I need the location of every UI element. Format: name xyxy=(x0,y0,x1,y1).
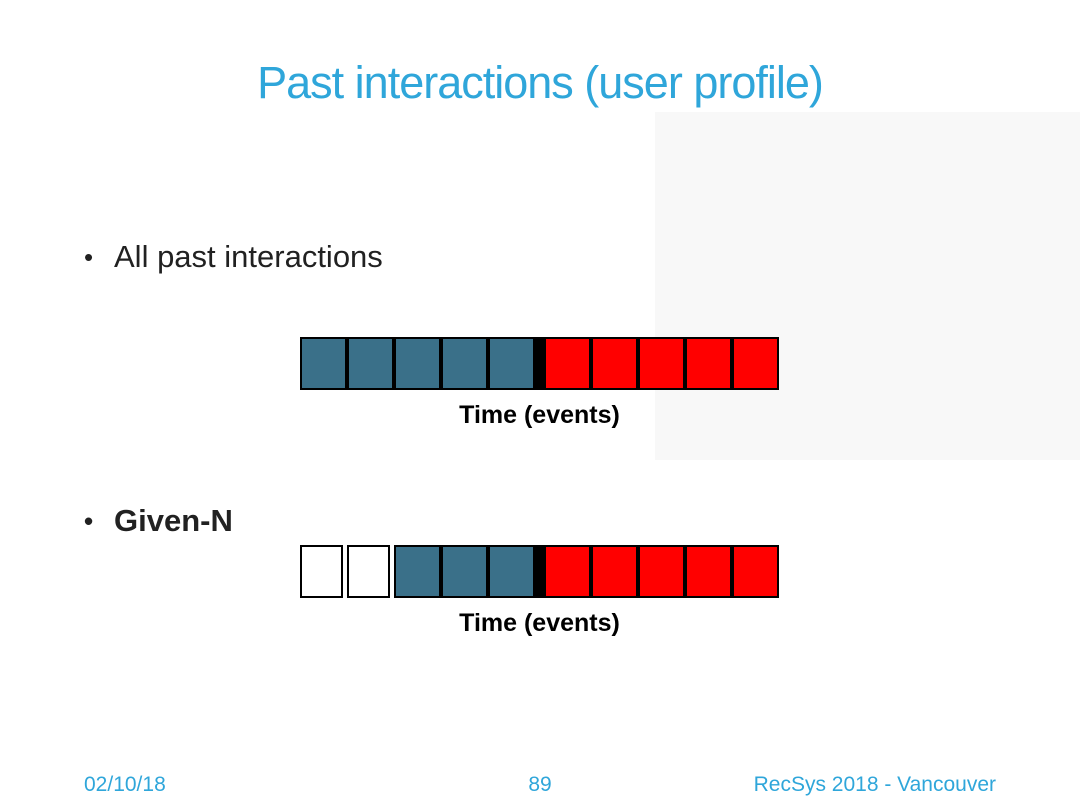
bullet-marker: • xyxy=(84,242,94,272)
timeline-cell-test xyxy=(638,545,685,598)
timeline-cell-excluded xyxy=(300,545,343,598)
train-test-divider xyxy=(535,337,544,390)
timeline-cell-train xyxy=(488,337,535,390)
timeline-cell-test xyxy=(732,337,779,390)
timeline-cell-test xyxy=(591,337,638,390)
timeline-cell-train xyxy=(300,337,347,390)
timeline-cell-train xyxy=(441,545,488,598)
timeline-cell-test xyxy=(685,337,732,390)
slide-footer: 02/10/18 89 RecSys 2018 - Vancouver xyxy=(0,768,1080,810)
footer-page-number: 89 xyxy=(528,773,552,796)
timeline-diagram-given-n: Time (events) xyxy=(300,545,779,638)
timeline-cell-train xyxy=(347,337,394,390)
timeline-cell-train xyxy=(394,545,441,598)
timeline-bar xyxy=(300,545,779,598)
timeline-cell-test xyxy=(732,545,779,598)
timeline-cell-test xyxy=(544,545,591,598)
bullet-item-given-n: • Given-N xyxy=(84,502,233,540)
timeline-cell-test xyxy=(591,545,638,598)
bullet-marker: • xyxy=(84,506,94,536)
footer-venue: RecSys 2018 - Vancouver xyxy=(753,773,996,796)
bullet-label: Given-N xyxy=(114,503,233,538)
timeline-cell-test xyxy=(685,545,732,598)
footer-date: 02/10/18 xyxy=(84,773,166,796)
timeline-cell-train xyxy=(488,545,535,598)
slide-title: Past interactions (user profile) xyxy=(257,57,824,108)
timeline-cell-train xyxy=(394,337,441,390)
time-events-label: Time (events) xyxy=(459,609,620,637)
bullet-item-all-past-interactions: • All past interactions xyxy=(84,238,383,276)
timeline-diagram-all-past: Time (events) xyxy=(300,337,779,430)
timeline-cell-train xyxy=(441,337,488,390)
timeline-bar xyxy=(300,337,779,390)
timeline-cell-test xyxy=(638,337,685,390)
bullet-label: All past interactions xyxy=(114,239,383,274)
time-events-label: Time (events) xyxy=(459,401,620,429)
train-test-divider xyxy=(535,545,544,598)
timeline-cell-excluded xyxy=(347,545,390,598)
timeline-cell-test xyxy=(544,337,591,390)
